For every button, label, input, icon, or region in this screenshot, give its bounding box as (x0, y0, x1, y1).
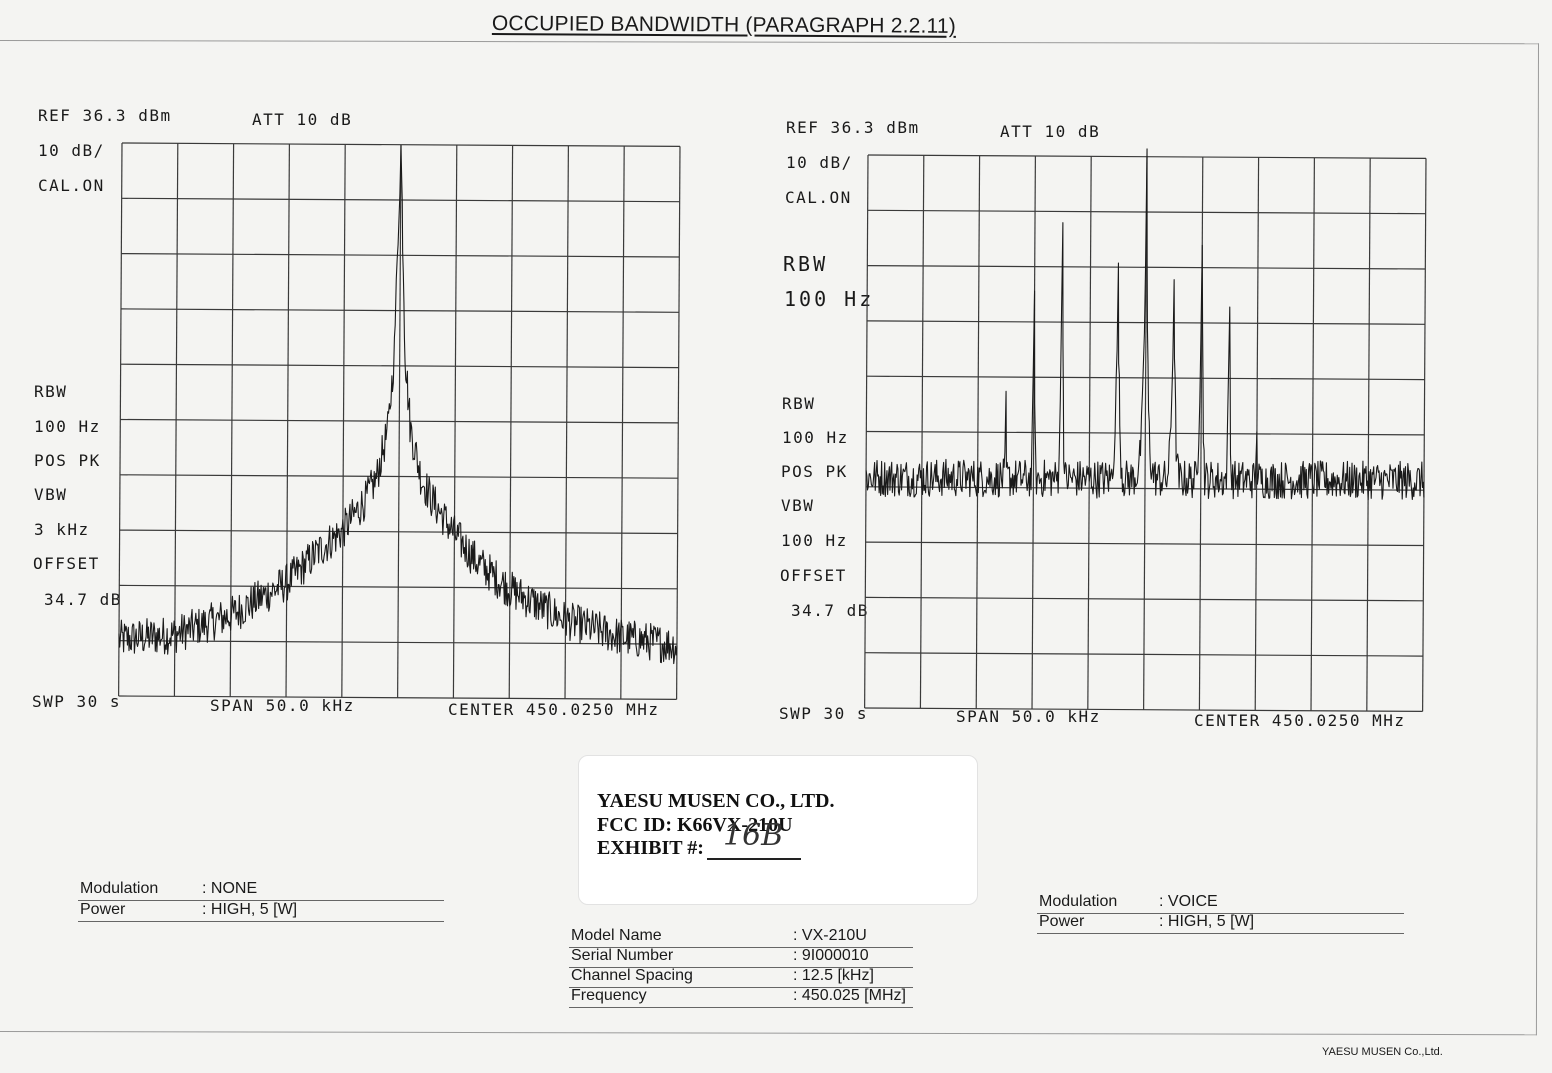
info-row: Modulation : VOICE (1037, 893, 1404, 914)
info-row: Model Name : VX-210U (569, 927, 913, 948)
grid-line-horizontal (865, 541, 1424, 547)
attenuation-label: ATT 10 dB (1000, 122, 1101, 141)
grid-line-horizontal (118, 695, 677, 700)
info-value: : HIGH, 5 [W] (202, 901, 298, 918)
sweep-label: SWP 30 s (779, 704, 869, 723)
rbw-value: 100 Hz (782, 428, 849, 447)
span-label: SPAN 50.0 kHz (210, 696, 355, 715)
rbw-label: RBW (34, 382, 68, 401)
spectrum-trace (865, 148, 1425, 501)
grid-line-vertical (564, 145, 569, 699)
ref-level-label: REF 36.3 dBm (786, 118, 920, 137)
info-value: : 9I000010 (793, 947, 869, 964)
info-value: : 12.5 [kHz] (793, 967, 874, 984)
info-value: : VOICE (1159, 893, 1218, 910)
info-row: Power : HIGH, 5 [W] (1037, 913, 1404, 934)
offset-value: 34.7 dB (791, 601, 869, 620)
info-key: Power (80, 901, 126, 918)
grid-line-horizontal (119, 584, 678, 590)
cal-label: CAL.ON (38, 176, 105, 195)
grid-line-vertical (1422, 158, 1427, 712)
grid-line-horizontal (865, 596, 1424, 602)
info-value: : 450.025 [MHz] (793, 987, 906, 1004)
footer-company: YAESU MUSEN Co.,Ltd. (1322, 1046, 1443, 1058)
vbw-value: 100 Hz (781, 531, 848, 550)
info-key: Modulation (1039, 893, 1118, 910)
grid-line-horizontal (865, 486, 1424, 491)
offset-value: 34.7 dB (44, 590, 122, 609)
info-row: Serial Number : 9I000010 (569, 947, 913, 968)
cal-label: CAL.ON (785, 188, 852, 207)
scale-label: 10 dB/ (38, 141, 105, 160)
device-info-table: Model Name : VX-210U Serial Number : 9I0… (569, 927, 917, 1011)
grid-line-vertical (676, 146, 681, 700)
grid-line-horizontal (120, 418, 679, 424)
rbw-large-label: RBW (783, 252, 829, 276)
left-info-table: Modulation : NONE Power : HIGH, 5 [W] (78, 880, 444, 924)
info-value: : NONE (202, 880, 258, 897)
span-label: SPAN 50.0 kHz (956, 707, 1101, 726)
center-freq-label: CENTER 450.0250 MHz (448, 700, 660, 719)
offset-label: OFFSET (33, 554, 100, 573)
grid-line-horizontal (119, 529, 678, 535)
ref-level-label: REF 36.3 dBm (38, 106, 172, 125)
grid-line-horizontal (864, 652, 1423, 657)
exhibit-number-field: 16B (707, 818, 801, 860)
info-row: Power : HIGH, 5 [W] (78, 901, 444, 922)
info-row: Frequency : 450.025 [MHz] (569, 987, 913, 1008)
sweep-label: SWP 30 s (32, 692, 122, 711)
grid-line-horizontal (866, 430, 1425, 436)
right-info-table: Modulation : VOICE Power : HIGH, 5 [W] (1037, 893, 1404, 937)
grid-line-vertical (1366, 158, 1371, 712)
info-row: Modulation : NONE (78, 880, 444, 901)
detector-label: POS PK (781, 462, 848, 481)
vbw-value: 3 kHz (34, 520, 90, 539)
center-freq-label: CENTER 450.0250 MHz (1194, 711, 1406, 730)
info-value: : VX-210U (793, 927, 867, 944)
scale-label: 10 dB/ (786, 153, 853, 172)
info-key: Frequency (571, 987, 647, 1004)
info-key: Modulation (80, 880, 159, 897)
rbw-label: RBW (782, 394, 816, 413)
info-key: Power (1039, 913, 1085, 930)
info-value: : HIGH, 5 [W] (1159, 913, 1255, 930)
exhibit-number: 16B (723, 818, 784, 853)
grid-line-vertical (452, 145, 458, 699)
grid-line-horizontal (864, 707, 1423, 712)
grid-line-vertical (1310, 157, 1315, 711)
grid-line-vertical (620, 146, 625, 700)
company-name: YAESU MUSEN CO., LTD. (597, 790, 835, 812)
info-row: Channel Spacing : 12.5 [kHz] (569, 967, 913, 988)
fcc-id: FCC ID: K66VX-210U (597, 814, 793, 836)
exhibit-stamp: YAESU MUSEN CO., LTD. FCC ID: K66VX-210U… (578, 755, 978, 905)
grid-line-horizontal (119, 474, 678, 479)
exhibit-label: EXHIBIT #: (597, 837, 704, 859)
info-key: Model Name (571, 927, 662, 944)
rbw-large-value: 100 Hz (784, 287, 875, 311)
spectrum-trace (118, 145, 678, 665)
vbw-label: VBW (781, 496, 815, 515)
spectrum-chart-1 (118, 142, 681, 700)
rbw-value: 100 Hz (34, 417, 101, 436)
offset-label: OFFSET (780, 566, 847, 585)
spectrum-chart-2 (864, 148, 1427, 712)
vbw-label: VBW (34, 485, 68, 504)
info-key: Channel Spacing (571, 967, 693, 984)
detector-label: POS PK (34, 451, 101, 470)
info-key: Serial Number (571, 947, 674, 964)
attenuation-label: ATT 10 dB (252, 110, 353, 129)
grid-line-horizontal (118, 640, 677, 645)
